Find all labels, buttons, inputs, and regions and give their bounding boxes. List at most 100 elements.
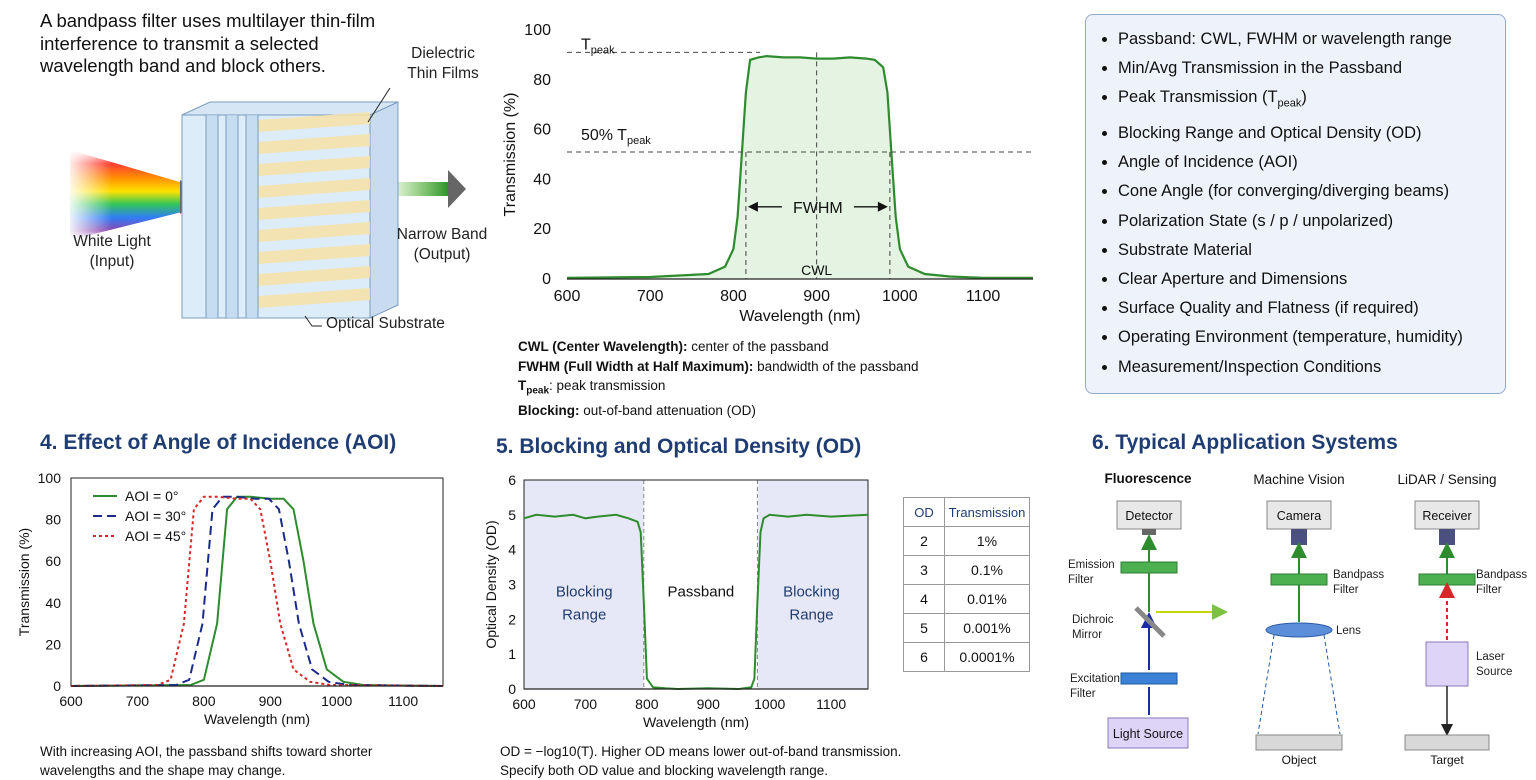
- glossary-blocking: Blocking: out-of-band attenuation (OD): [518, 403, 756, 419]
- y-tick-label: 4: [508, 542, 516, 558]
- aoi-series-line: [70, 495, 444, 687]
- parameters-list: Passband: CWL, FWHM or wavelength rangeM…: [1086, 15, 1505, 382]
- y-tick-label: 100: [38, 470, 62, 486]
- parameter-item: Surface Quality and Flatness (if require…: [1118, 294, 1505, 323]
- aoi-series-line: [70, 495, 444, 687]
- blocking-range-label: Blocking: [556, 584, 613, 601]
- transmission-curve: [566, 54, 1033, 279]
- fwhm-label: FWHM: [793, 200, 843, 217]
- tpeak-label: Tpeak: [581, 36, 615, 56]
- y-tick-label: 3: [508, 577, 516, 593]
- target-box: [1404, 734, 1490, 751]
- passband-fill: [567, 56, 1033, 279]
- x-tick-label: 1100: [388, 693, 418, 709]
- svg-text:Filter: Filter: [1070, 688, 1096, 700]
- svg-text:Mirror: Mirror: [1072, 629, 1102, 641]
- fluorescence-system: Fluorescence Detector Light Source Emiss…: [1068, 471, 1228, 749]
- svg-text:Range: Range: [789, 606, 833, 623]
- excitation-filter: [1120, 672, 1178, 685]
- svg-text:Filter: Filter: [1333, 584, 1359, 596]
- narrow-band-label: Narrow Band (Output): [396, 226, 488, 263]
- svg-text:Receiver: Receiver: [1422, 509, 1471, 523]
- lens: [1265, 622, 1333, 638]
- y-axis-label: Transmission (%): [16, 528, 32, 636]
- object-box: [1255, 734, 1343, 751]
- films-leader: [367, 87, 391, 123]
- films-label: Dielectric Thin Films: [407, 45, 479, 82]
- table-row: 2 1%: [903, 526, 1030, 556]
- substrate-label: Optical Substrate: [326, 315, 445, 332]
- apps-section-title: 6. Typical Application Systems: [1092, 431, 1398, 454]
- y-tick-label: 20: [45, 636, 61, 652]
- parameter-item: Min/Avg Transmission in the Passband: [1118, 54, 1505, 83]
- x-tick-label: 1000: [754, 696, 785, 712]
- parameter-item: Blocking Range and Optical Density (OD): [1118, 119, 1505, 148]
- x-axis-label: Wavelength (nm): [739, 308, 860, 325]
- legend-entry: AOI = 0°: [125, 488, 178, 504]
- narrow-band-beam: [392, 182, 452, 196]
- glossary-cwl: CWL (Center Wavelength): center of the p…: [518, 339, 829, 354]
- x-tick-label: 1100: [966, 288, 1001, 305]
- white-light-label: White Light (Input): [73, 233, 151, 270]
- aoi-section-title: 4. Effect of Angle of Incidence (AOI): [40, 431, 397, 454]
- glossary-tpeak: Tpeak: peak transmission: [518, 378, 666, 397]
- svg-text:Bandpass: Bandpass: [1333, 569, 1384, 581]
- blocking-range-label: Blocking: [783, 584, 840, 601]
- parameter-item: Polarization State (s / p / unpolarized): [1118, 207, 1505, 236]
- od-chart: Blocking Range Blocking Range Passband 600 700…: [483, 472, 869, 730]
- y-axis-label: Optical Density (OD): [483, 520, 499, 648]
- output-arrow-icon: [448, 170, 466, 208]
- x-tick-label: 800: [720, 288, 747, 305]
- parameter-item: Clear Aperture and Dimensions: [1118, 265, 1505, 294]
- od-table: OD Transmission 2 1% 3 0.1% 4 0.01% 5 0.001%…: [903, 497, 1030, 672]
- table-row: 5 0.001%: [903, 613, 1030, 643]
- dichroic-mirror: [1134, 606, 1166, 638]
- y-tick-label: 2: [508, 611, 516, 627]
- svg-text:Object: Object: [1282, 753, 1317, 767]
- aoi-chart: AOI = 0°AOI = 30°AOI = 45°600 700 800 900 10…: [16, 470, 444, 727]
- parameter-item: Angle of Incidence (AOI): [1118, 148, 1505, 177]
- substrate-leader: [304, 315, 322, 327]
- filter-block: [181, 101, 399, 319]
- cwl-label: CWL: [801, 262, 832, 278]
- x-tick-label: 700: [637, 288, 664, 305]
- x-axis-label: Wavelength (nm): [204, 711, 310, 727]
- od-section-title: 5. Blocking and Optical Density (OD): [496, 435, 862, 458]
- x-tick-label: 1000: [882, 288, 918, 305]
- vision-heading: Machine Vision: [1253, 472, 1344, 487]
- x-tick-label: 1100: [816, 696, 846, 712]
- table-row: 4 0.01%: [903, 584, 1030, 614]
- passband-label: Passband: [668, 584, 735, 601]
- y-tick-label: 0: [508, 681, 516, 697]
- vision-bandpass-filter: [1270, 573, 1328, 586]
- fluorescence-heading: Fluorescence: [1104, 471, 1192, 486]
- glossary-fwhm: FWHM (Full Width at Half Maximum): bandw…: [518, 358, 919, 374]
- table-row: 6 0.0001%: [903, 642, 1030, 672]
- application-systems-diagram: Fluorescence Detector Light Source Emiss…: [1068, 471, 1527, 767]
- svg-text:Range: Range: [562, 606, 606, 623]
- x-tick-label: 700: [574, 696, 598, 712]
- x-tick-label: 900: [259, 693, 283, 709]
- svg-text:Filter: Filter: [1068, 574, 1094, 586]
- lidar-system: LiDAR / Sensing Receiver Target Bandpass…: [1397, 472, 1527, 767]
- svg-text:Excitation: Excitation: [1070, 673, 1120, 685]
- x-tick-label: 900: [803, 288, 830, 305]
- svg-text:Emission: Emission: [1068, 559, 1115, 571]
- receiver-box: [1414, 500, 1480, 530]
- parameters-box: Passband: CWL, FWHM or wavelength rangeM…: [1085, 14, 1506, 394]
- x-tick-label: 700: [126, 693, 150, 709]
- od-curve: [523, 513, 869, 691]
- y-tick-label: 80: [45, 512, 61, 528]
- svg-text:Filter: Filter: [1476, 584, 1502, 596]
- x-tick-label: 800: [192, 693, 216, 709]
- aoi-note: With increasing AOI, the passband shifts…: [40, 744, 373, 778]
- x-tick-label: 600: [512, 696, 536, 712]
- parameter-item: Cone Angle (for converging/diverging bea…: [1118, 177, 1505, 206]
- y-tick-label: 100: [524, 22, 551, 39]
- y-tick-label: 80: [533, 72, 551, 89]
- laser-source-box: [1425, 641, 1469, 687]
- x-axis-label: Wavelength (nm): [643, 714, 749, 730]
- table-row: 3 0.1%: [903, 555, 1030, 585]
- y-tick-label: 5: [508, 507, 516, 523]
